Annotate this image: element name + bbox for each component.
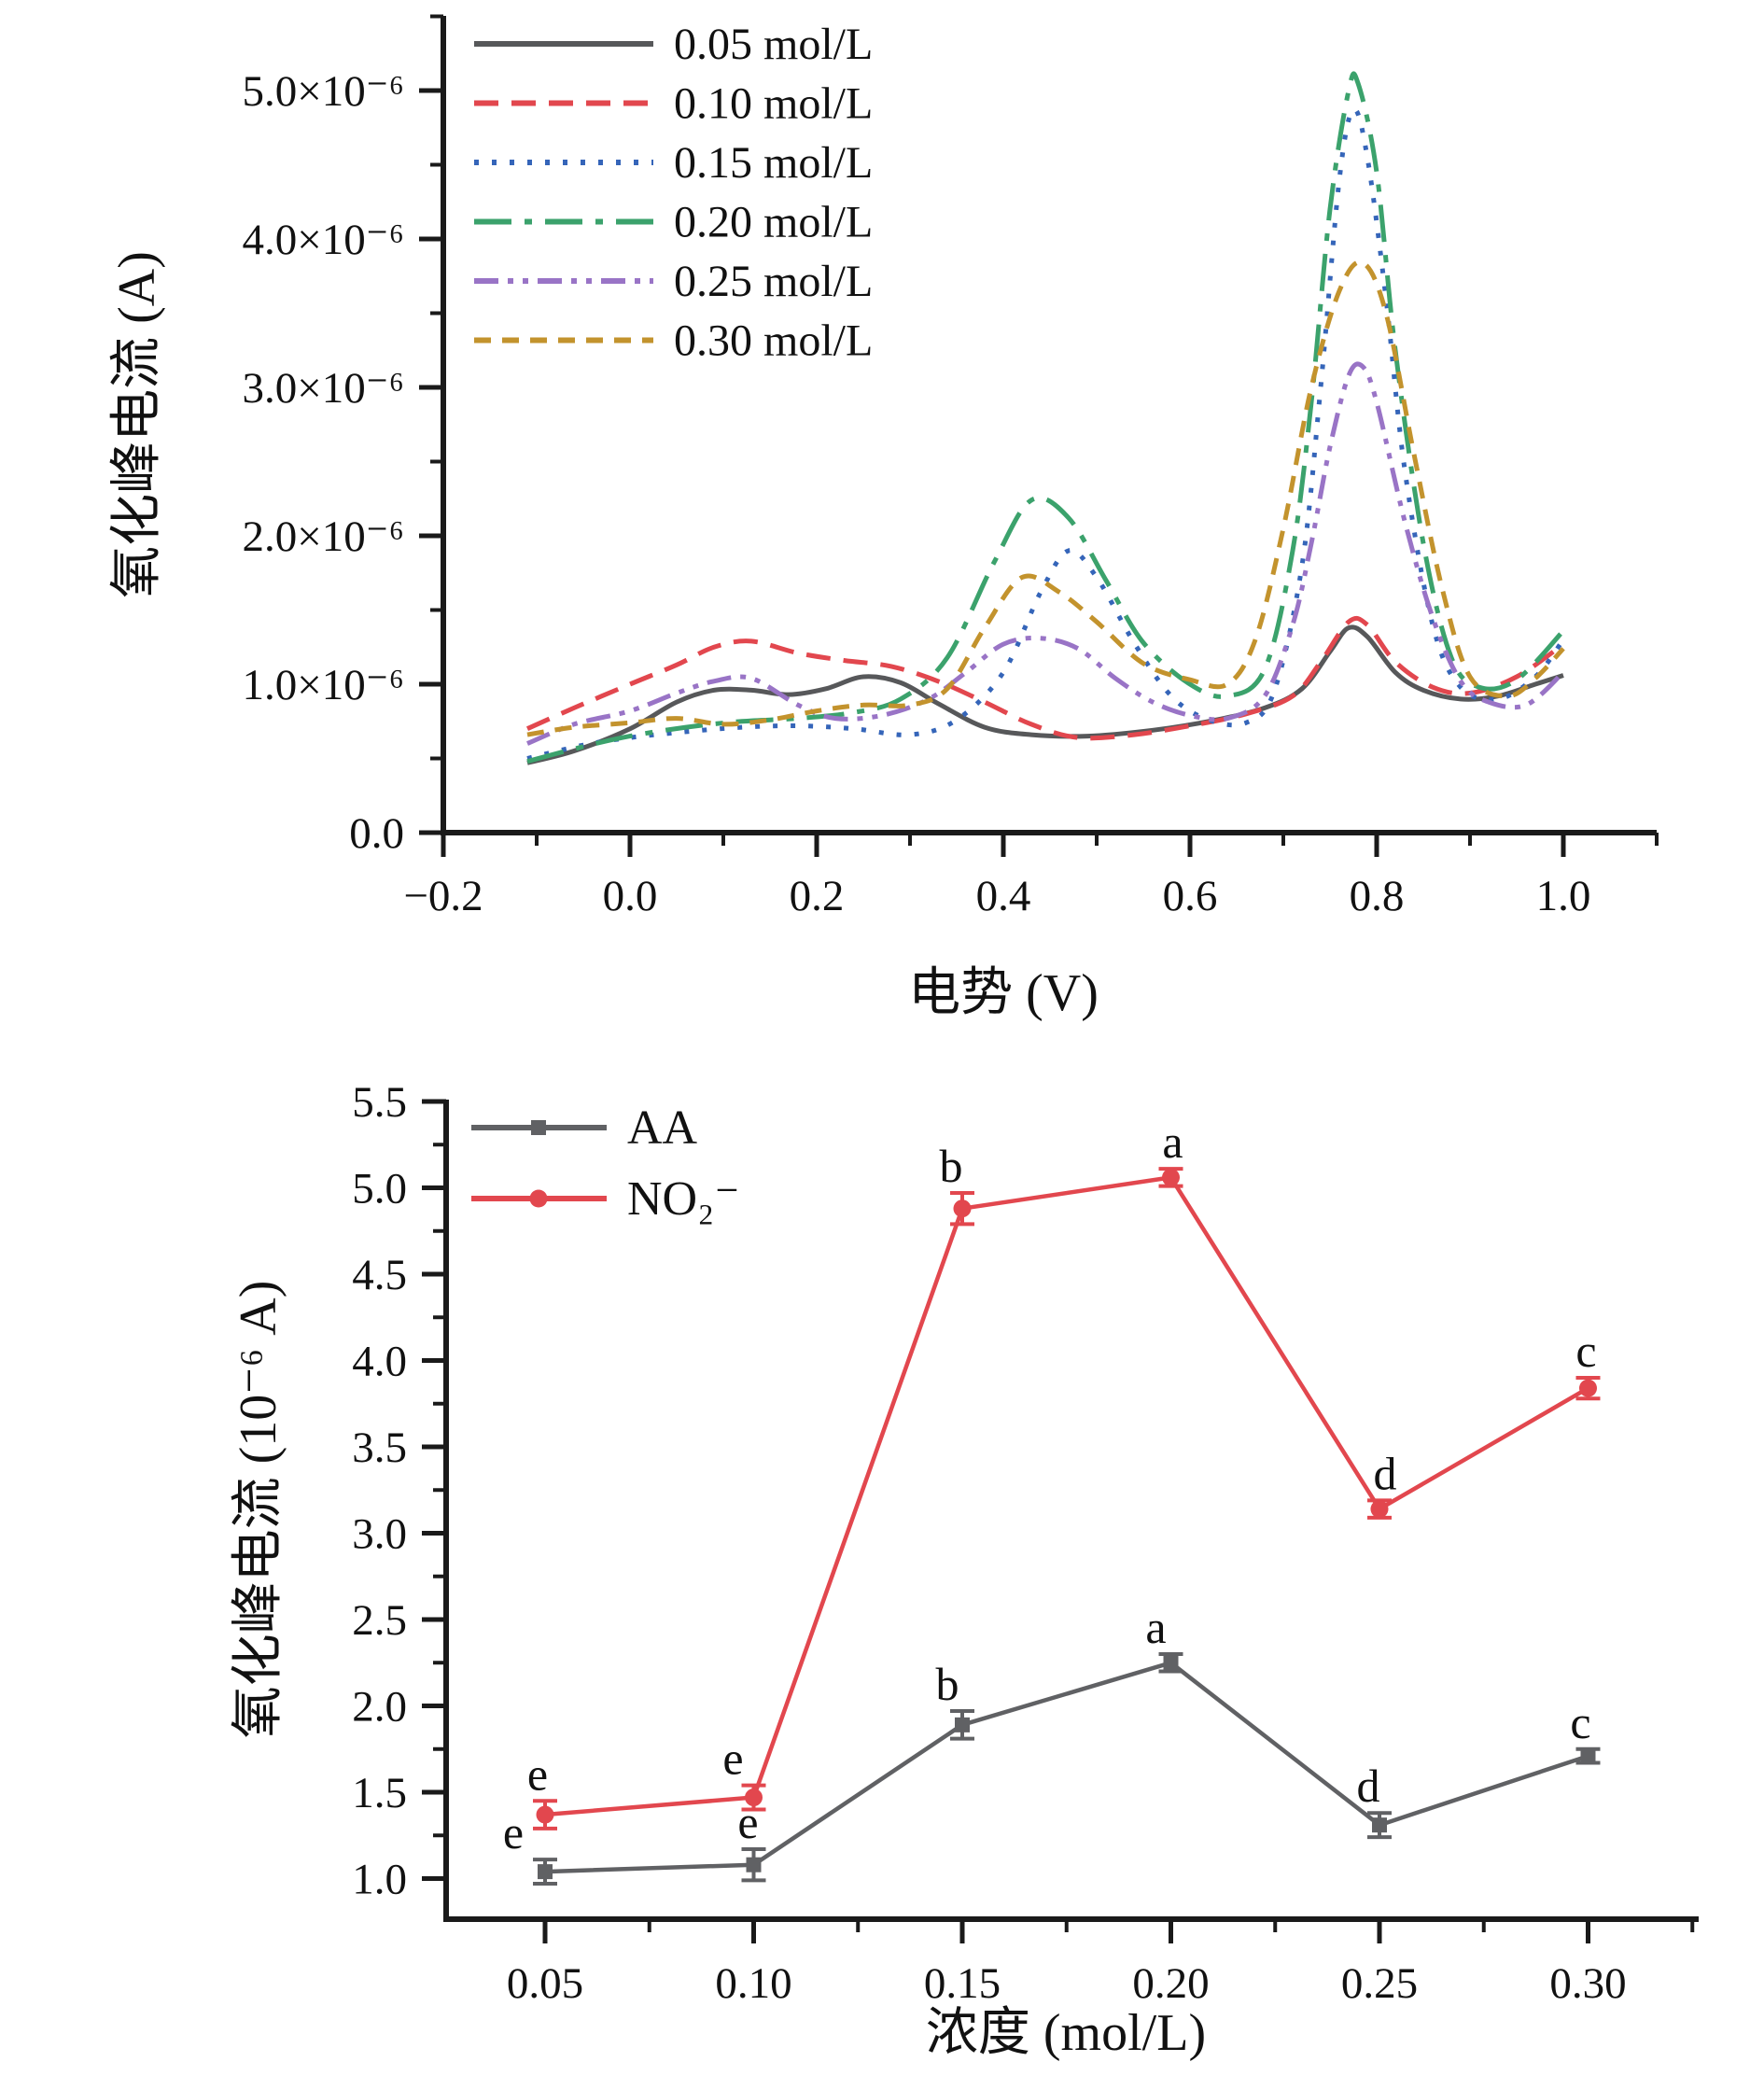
curve-0.15 <box>526 106 1566 761</box>
y-tick-label: 1.0 <box>352 1856 407 1904</box>
legend-entry-label: 0.30 mol/L <box>674 316 873 366</box>
x-tick-label: 0.2 <box>790 872 845 920</box>
x-tick-label: 0.10 <box>715 1959 791 2008</box>
circle-marker <box>953 1199 972 1218</box>
legend-entry-label: NO₂⁻ <box>627 1172 740 1226</box>
legend-entry-label: 0.15 mol/L <box>674 138 873 188</box>
bottom-tick-labels: 0.05 0.10 0.15 0.20 0.25 0.30 1.0 1.5 2.0 2.5 3.0 3… <box>352 1078 1626 2008</box>
series-line-NO₂⁻ <box>544 1175 1589 1817</box>
square-marker <box>955 1717 970 1732</box>
significance-letter: a <box>1145 1601 1166 1653</box>
square-marker <box>1163 1655 1179 1671</box>
y-tick-label: 5.0×10⁻⁶ <box>243 67 404 116</box>
bottom-axes <box>443 1100 1699 1922</box>
circle-marker <box>745 1788 763 1807</box>
square-marker <box>746 1857 762 1873</box>
top-series-curves <box>525 71 1566 765</box>
x-tick-label: −0.2 <box>403 872 483 920</box>
bottom-legend: AA NO₂⁻ <box>471 1101 740 1226</box>
legend-entry-label: 0.10 mol/L <box>674 79 873 129</box>
top-legend: 0.05 mol/L 0.10 mol/L 0.15 mol/L 0.20 mol/L… <box>474 20 873 366</box>
legend-entry-label: 0.20 mol/L <box>674 198 873 247</box>
y-tick-label: 2.0 <box>352 1683 407 1732</box>
y-tick-label: 0.0 <box>349 809 404 858</box>
y-tick-label: 2.0×10⁻⁶ <box>243 512 404 561</box>
y-tick-label: 3.0×10⁻⁶ <box>243 364 404 413</box>
curve-0.25 <box>526 361 1565 746</box>
x-tick-label: 0.25 <box>1341 1959 1418 2008</box>
significance-letter: e <box>737 1796 758 1848</box>
significance-letter: e <box>503 1806 524 1859</box>
x-tick-label: 0.6 <box>1163 872 1218 920</box>
top-x-axis-title: 电势 (V) <box>908 964 1099 1022</box>
y-tick-label: 4.0 <box>352 1338 407 1386</box>
significance-letter: b <box>940 1140 963 1192</box>
legend-entry-label: 0.05 mol/L <box>674 20 873 69</box>
top-tick-labels: −0.2 0.0 0.2 0.4 0.6 0.8 1.0 0.0 1.0×10⁻⁶ 2.0×10⁻… <box>243 67 1591 920</box>
significance-letter: e <box>722 1732 743 1785</box>
y-tick-label: 1.0×10⁻⁶ <box>243 661 404 709</box>
x-tick-label: 0.30 <box>1549 1959 1626 2008</box>
significance-letter: a <box>1162 1115 1183 1168</box>
significance-letter: d <box>1357 1760 1380 1812</box>
circle-marker <box>536 1805 554 1824</box>
square-marker <box>1580 1748 1596 1764</box>
y-tick-label: 5.0 <box>352 1165 407 1213</box>
y-tick-label: 5.5 <box>352 1078 407 1127</box>
x-tick-label: 0.05 <box>507 1959 583 2008</box>
square-marker <box>1372 1817 1387 1833</box>
y-tick-label: 4.5 <box>352 1251 407 1299</box>
x-tick-label: 0.8 <box>1350 872 1405 920</box>
x-tick-label: 1.0 <box>1536 872 1591 920</box>
significance-letter: d <box>1374 1447 1397 1499</box>
circle-marker <box>1162 1168 1180 1186</box>
y-tick-label: 1.5 <box>352 1769 407 1817</box>
y-tick-label: 3.5 <box>352 1424 407 1472</box>
y-tick-label: 2.5 <box>352 1596 407 1645</box>
top-chart: −0.2 0.0 0.2 0.4 0.6 0.8 1.0 0.0 1.0×10⁻⁶ 2.0×10⁻… <box>108 14 1659 1022</box>
legend-square-marker <box>531 1120 546 1135</box>
legend-circle-marker <box>529 1189 548 1208</box>
significance-letter: b <box>936 1658 959 1710</box>
significance-letter: e <box>527 1747 548 1800</box>
y-tick-label: 4.0×10⁻⁶ <box>243 216 404 264</box>
x-tick-label: 0.15 <box>924 1959 1001 2008</box>
top-axes <box>441 16 1657 835</box>
bottom-chart: 0.05 0.10 0.15 0.20 0.25 0.30 1.0 1.5 2.0 2.5 3.0 3… <box>230 1078 1699 2062</box>
series-line-AA <box>544 1661 1589 1874</box>
square-marker <box>538 1864 553 1880</box>
legend-entry-label: 0.25 mol/L <box>674 257 873 306</box>
curve-0.10 <box>525 615 1565 741</box>
bottom-x-axis-title: 浓度 (mol/L) <box>926 2004 1206 2062</box>
significance-letter: c <box>1575 1325 1596 1377</box>
bottom-y-axis-title: 氧化峰电流 (10⁻⁶ A) <box>230 1281 287 1739</box>
legend-entry-label: AA <box>627 1101 698 1155</box>
curve-0.05 <box>526 624 1564 765</box>
x-tick-label: 0.0 <box>603 872 658 920</box>
bottom-axis-ticks <box>422 1099 1695 1943</box>
bottom-series-lines <box>533 1167 1601 1887</box>
top-y-axis-title: 氧化峰电流 (A) <box>108 251 166 598</box>
y-tick-label: 3.0 <box>352 1510 407 1559</box>
x-tick-label: 0.20 <box>1132 1959 1209 2008</box>
curve-0.30 <box>526 259 1565 737</box>
top-axis-ticks <box>419 14 1659 857</box>
significance-letter: c <box>1570 1696 1590 1748</box>
x-tick-label: 0.4 <box>976 872 1031 920</box>
circle-marker <box>1370 1500 1389 1519</box>
circle-marker <box>1579 1379 1597 1397</box>
